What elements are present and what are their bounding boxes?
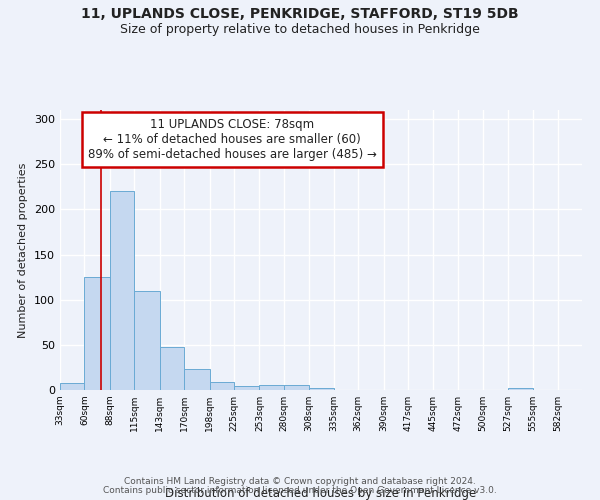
- Text: 11 UPLANDS CLOSE: 78sqm
← 11% of detached houses are smaller (60)
89% of semi-de: 11 UPLANDS CLOSE: 78sqm ← 11% of detache…: [88, 118, 377, 162]
- Text: Contains HM Land Registry data © Crown copyright and database right 2024.: Contains HM Land Registry data © Crown c…: [124, 477, 476, 486]
- Bar: [110, 192, 134, 390]
- Bar: [284, 386, 309, 390]
- Bar: [209, 382, 234, 390]
- Text: 11, UPLANDS CLOSE, PENKRIDGE, STAFFORD, ST19 5DB: 11, UPLANDS CLOSE, PENKRIDGE, STAFFORD, …: [81, 8, 519, 22]
- Bar: [85, 277, 110, 390]
- Bar: [309, 388, 334, 390]
- Y-axis label: Number of detached properties: Number of detached properties: [19, 162, 28, 338]
- Bar: [234, 386, 259, 390]
- Text: Size of property relative to detached houses in Penkridge: Size of property relative to detached ho…: [120, 22, 480, 36]
- Bar: [160, 346, 184, 390]
- Bar: [259, 386, 284, 390]
- X-axis label: Distribution of detached houses by size in Penkridge: Distribution of detached houses by size …: [166, 487, 476, 500]
- Bar: [134, 290, 160, 390]
- Text: Contains public sector information licensed under the Open Government Licence v3: Contains public sector information licen…: [103, 486, 497, 495]
- Bar: [60, 383, 85, 390]
- Bar: [184, 369, 209, 390]
- Bar: [508, 388, 533, 390]
